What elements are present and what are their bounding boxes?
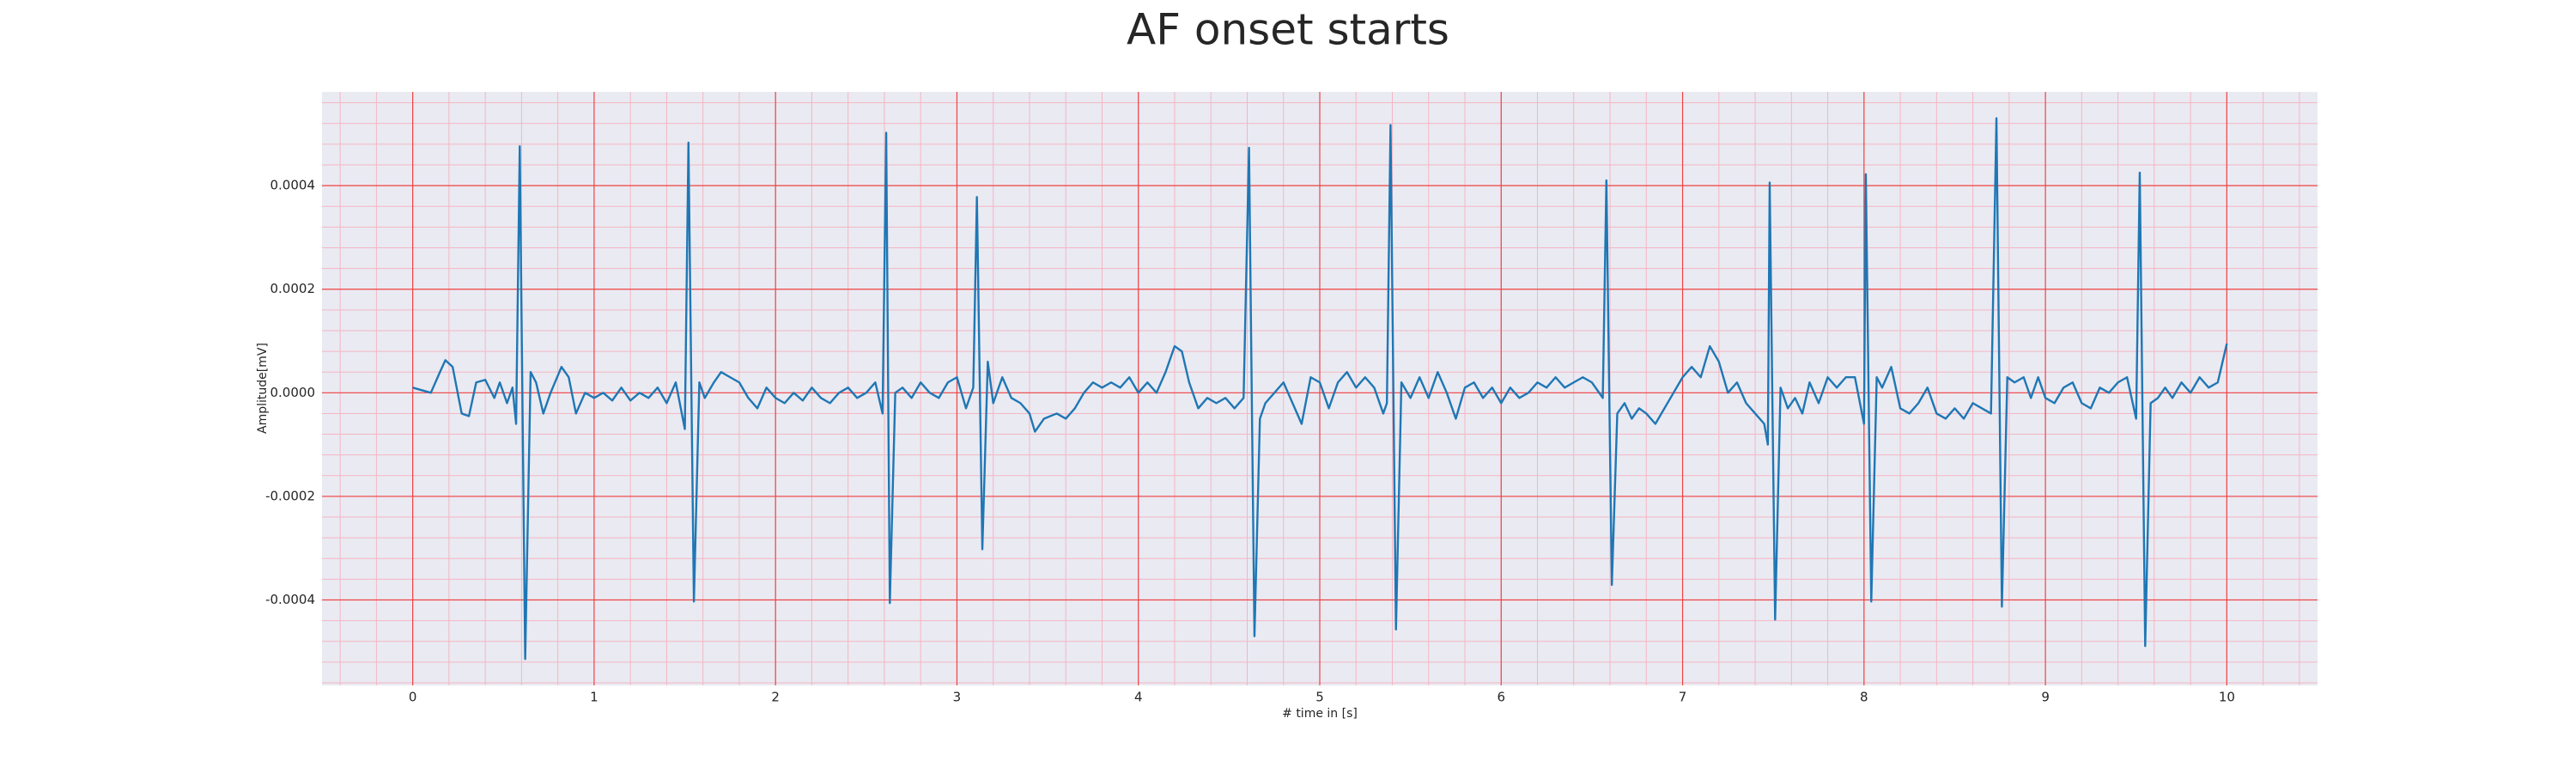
signal-line [412, 117, 2228, 660]
y-tick-label: 0.0000 [270, 385, 316, 400]
x-tick-label: 5 [1315, 690, 1324, 705]
y-tick-label: -0.0004 [265, 592, 315, 607]
x-tick-label: 10 [2219, 690, 2235, 705]
x-tick-label: 1 [590, 690, 598, 705]
y-tick-label: 0.0002 [270, 281, 316, 296]
x-tick-label: 9 [2041, 690, 2050, 705]
chart-title: AF onset starts [1127, 5, 1449, 55]
x-tick-label: 7 [1679, 690, 1687, 705]
x-tick-label: 3 [953, 690, 962, 705]
x-tick-label: 4 [1134, 690, 1143, 705]
x-tick-label: 0 [409, 690, 417, 705]
x-axis-label: # time in [s] [1282, 707, 1358, 721]
y-tick-label: 0.0004 [270, 178, 316, 193]
x-tick-label: 8 [1860, 690, 1868, 705]
y-axis-label: Amplitude[mV] [256, 343, 270, 434]
x-tick-label: 2 [771, 690, 780, 705]
x-tick-label: 6 [1497, 690, 1505, 705]
y-tick-label: -0.0002 [265, 488, 315, 503]
